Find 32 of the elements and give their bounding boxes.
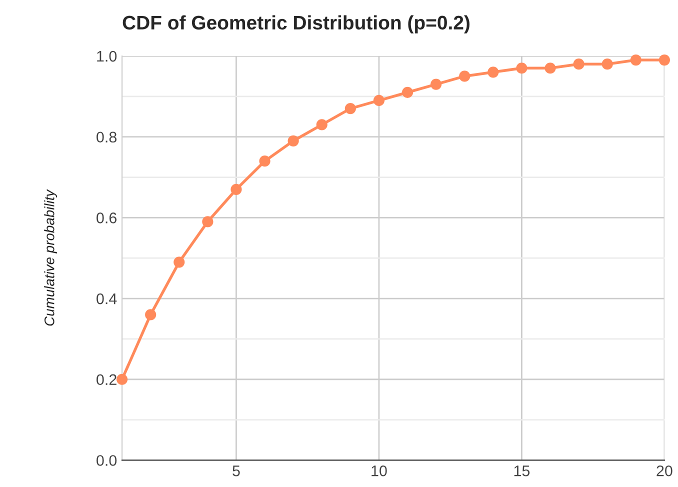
- y-tick-label: 1.0: [97, 50, 117, 62]
- point: [259, 156, 270, 167]
- point: [373, 94, 385, 106]
- x-tick-label: 20: [656, 465, 672, 476]
- point: [316, 119, 328, 130]
- point: [516, 62, 528, 74]
- point: [230, 184, 242, 195]
- point: [430, 78, 442, 90]
- point: [544, 62, 556, 74]
- x-tick-label: 10: [372, 465, 387, 476]
- point: [288, 135, 299, 146]
- point: [573, 58, 584, 70]
- y-tick-label: 0.4: [96, 293, 117, 304]
- point: [174, 256, 185, 268]
- y-axis-title: Cumulative probability: [44, 189, 58, 326]
- chart-title: CDF of Geometric Distribution (p=0.2): [122, 15, 470, 34]
- x-tick-label: 15: [514, 466, 530, 476]
- point: [202, 216, 214, 228]
- y-tick-label: 0.0: [96, 455, 117, 466]
- point: [145, 309, 156, 320]
- point: [658, 54, 670, 66]
- point: [116, 374, 128, 385]
- point: [459, 70, 470, 82]
- point: [344, 102, 356, 114]
- point: [630, 54, 642, 66]
- point: [402, 86, 414, 98]
- point: [488, 66, 499, 78]
- x-tick-label: 5: [232, 466, 240, 476]
- y-tick-label: 0.6: [96, 212, 117, 224]
- point: [602, 58, 613, 70]
- y-tick-label: 0.2: [96, 374, 116, 386]
- y-tick-label: 0.8: [96, 132, 117, 143]
